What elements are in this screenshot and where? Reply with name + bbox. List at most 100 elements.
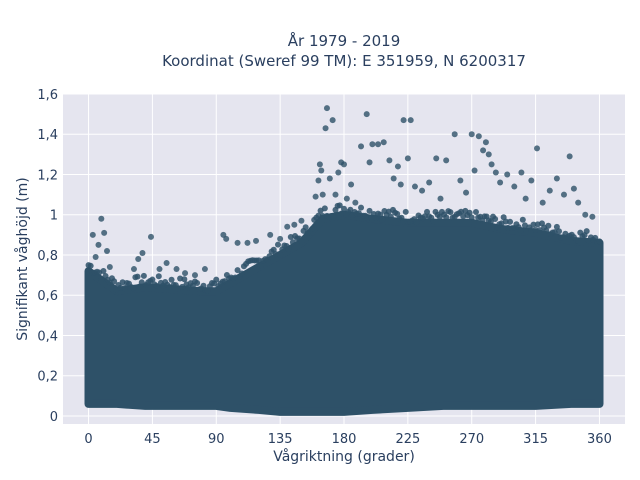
scatter-point	[522, 195, 529, 202]
edge-point	[194, 279, 201, 286]
scatter-point	[234, 239, 241, 246]
scatter-point	[223, 235, 230, 242]
edge-point	[98, 276, 105, 283]
edge-point	[266, 253, 273, 260]
scatter-point	[322, 125, 329, 132]
edge-point	[302, 224, 309, 231]
scatter-point	[375, 141, 382, 148]
edge-point	[336, 202, 343, 209]
scatter-point	[400, 117, 407, 124]
edge-point	[394, 210, 401, 217]
edge-point	[504, 224, 511, 231]
edge-point	[289, 239, 296, 246]
y-tick-label: 0,4	[37, 329, 58, 344]
scatter-point	[480, 147, 487, 154]
edge-point	[507, 218, 514, 225]
edge-point	[155, 273, 162, 280]
scatter-point	[539, 199, 546, 206]
scatter-point	[267, 231, 274, 238]
scatter-point	[291, 221, 298, 228]
scatter-point	[492, 169, 499, 176]
edge-point	[168, 276, 175, 283]
edge-point	[130, 285, 137, 292]
edge-point	[87, 262, 94, 269]
scatter-point	[582, 211, 589, 218]
edge-point	[140, 272, 147, 279]
scatter-point	[135, 256, 142, 262]
scatter-point	[244, 239, 251, 246]
scatter-point	[504, 171, 511, 178]
scatter-point	[471, 167, 478, 174]
outlier-points	[89, 105, 596, 279]
edge-point	[466, 209, 473, 216]
scatter-point	[147, 233, 154, 240]
scatter-point	[156, 266, 163, 273]
edge-point	[341, 205, 347, 212]
scatter-point	[163, 260, 170, 267]
edge-point	[321, 205, 328, 212]
edge-point	[472, 208, 479, 215]
chart-title-line1: År 1979 - 2019	[288, 31, 401, 50]
edge-point	[379, 216, 386, 223]
scatter-point	[191, 272, 198, 279]
scatter-point	[92, 253, 99, 260]
scatter-point	[253, 237, 260, 244]
scatter-point	[369, 141, 376, 148]
y-axis-label: Signifikant våghöjd (m)	[14, 177, 31, 340]
edge-point	[358, 204, 365, 211]
scatter-point	[463, 189, 470, 196]
edge-point	[556, 228, 563, 235]
scatter-point	[329, 117, 336, 124]
scatter-point	[358, 143, 365, 150]
edge-point	[298, 238, 305, 245]
edge-point	[111, 278, 118, 285]
scatter-point	[397, 181, 404, 188]
edge-point	[366, 207, 373, 214]
scatter-point	[443, 157, 450, 164]
scatter-point	[380, 139, 387, 146]
scatter-point	[451, 131, 458, 138]
edge-point	[234, 267, 241, 274]
edge-point	[596, 238, 603, 245]
edge-point	[592, 234, 599, 241]
edge-point	[402, 208, 409, 215]
edge-point	[447, 209, 454, 216]
edge-point	[519, 216, 526, 223]
scatter-point	[363, 111, 370, 118]
edge-point	[528, 227, 535, 234]
edge-point	[153, 282, 160, 289]
scatter-point	[468, 131, 475, 138]
scatter-point	[139, 249, 146, 256]
edge-point	[443, 214, 450, 221]
edge-point	[387, 213, 394, 220]
scatter-point	[566, 153, 573, 160]
edge-point	[517, 227, 524, 234]
x-tick-label: 270	[459, 432, 484, 447]
scatter-point	[485, 151, 492, 158]
edge-point	[149, 276, 156, 283]
x-tick-label: 315	[523, 432, 548, 447]
edge-point	[213, 276, 220, 283]
scatter-point	[390, 175, 397, 182]
scatter-point	[419, 187, 426, 194]
dense-point-cloud	[84, 210, 604, 416]
y-tick-label: 0,2	[37, 370, 58, 385]
scatter-point	[589, 213, 596, 220]
chart-title-line2: Koordinat (Sweref 99 TM): E 351959, N 62…	[162, 52, 526, 70]
scatter-point	[201, 266, 208, 273]
scatter-point	[426, 179, 433, 186]
scatter-point	[98, 215, 105, 222]
scatter-point	[475, 133, 482, 140]
scatter-point	[394, 163, 401, 170]
edge-point	[470, 219, 477, 226]
x-tick-label: 225	[395, 432, 420, 447]
edge-point	[502, 218, 509, 225]
scatter-point	[404, 155, 411, 162]
edge-point	[121, 285, 128, 292]
scatter-point	[343, 195, 350, 202]
y-tick-label: 1,2	[37, 168, 58, 183]
scatter-point	[312, 193, 319, 200]
scatter-point	[298, 217, 305, 224]
scatter-point	[284, 223, 291, 230]
